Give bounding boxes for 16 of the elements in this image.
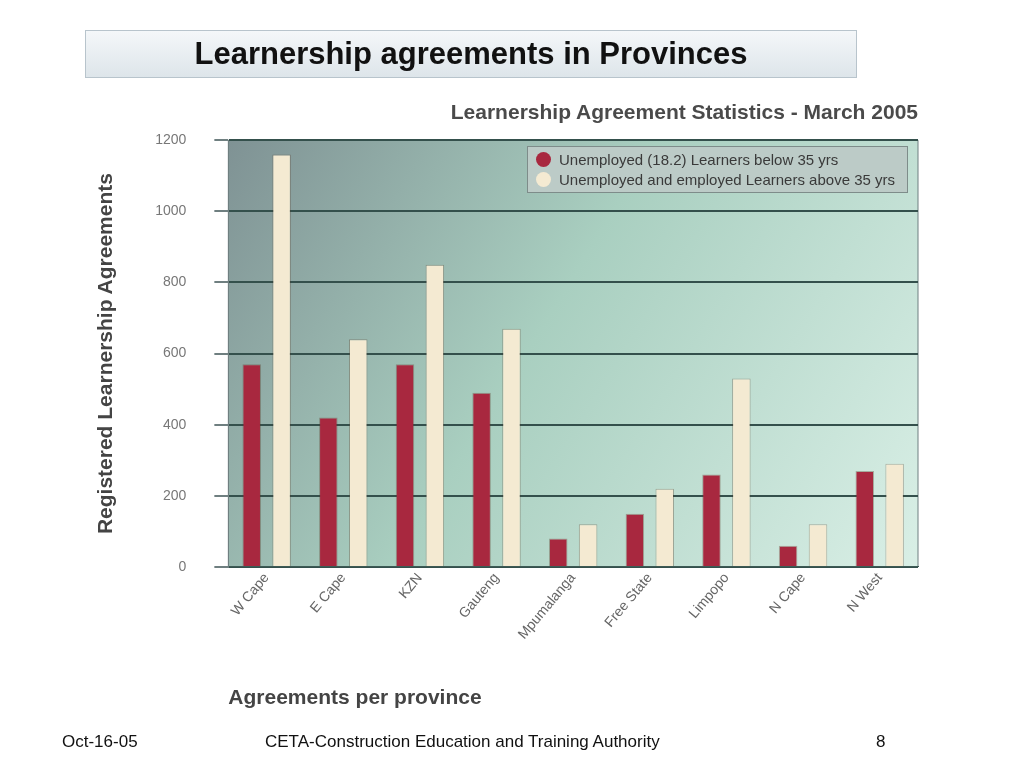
text: Oct-16-05	[62, 732, 138, 752]
y-tick-label: 1200	[155, 131, 187, 148]
chart-subtitle: Learnership Agreement Statistics - March 2005	[450, 100, 919, 124]
y-tick-label: 400	[162, 415, 187, 432]
y-tick-label: 800	[162, 273, 187, 290]
x-axis-title: Agreements per province	[228, 685, 482, 709]
y-tick-label: 0	[178, 557, 187, 574]
y-tick-label: 1000	[155, 202, 187, 219]
chart-title: Learnership agreements in Provinces	[194, 36, 748, 72]
y-tick-label: 200	[162, 486, 187, 503]
text: 8	[876, 732, 886, 752]
text: CETA-Construction Education and Training Authority	[265, 732, 660, 752]
y-tick-label: 600	[162, 344, 187, 361]
legend-label: Unemployed and employed Learners above 35 yrs	[558, 171, 895, 189]
legend-label: Unemployed (18.2) Learners below 35 yrs	[558, 151, 839, 169]
y-axis-title: Registered Learnership Agreements	[93, 173, 117, 535]
